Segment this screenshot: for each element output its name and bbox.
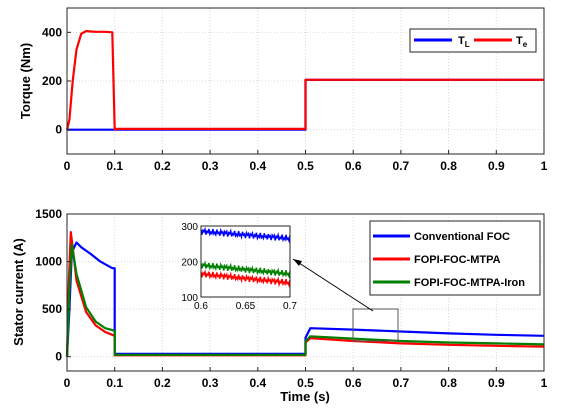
torque-legend-box [409,28,537,53]
ax2-ytick-label: 1000 [35,255,62,269]
inset-ticks: 0.6 0.65 0.7 100 200 300 [181,222,297,312]
inset-series [200,226,291,288]
inset-plot: 0.6 0.65 0.7 100 200 300 [181,222,297,312]
ax2-ytick-label: 500 [42,302,62,316]
ax2-xtick-label: 0.1 [106,376,123,390]
ax1-xtick-label: 0.2 [154,159,171,173]
ax1-xtick-label: 0.9 [488,159,505,173]
inset-xtick-label: 0.6 [194,301,208,312]
inset-ytick-label: 100 [181,293,198,304]
current-y-axis-label: Stator current (A) [11,238,26,346]
inset-xtick-label: 0.65 [236,301,256,312]
ax1-xtick-label: 0.6 [345,159,362,173]
ax2-xtick-label: 0.4 [249,376,266,390]
ax2-xtick-label: 0.3 [202,376,219,390]
inset-frame [200,225,291,298]
current-plot-ticks: 0 0.1 0.2 0.3 0.4 0.5 0.6 0.7 0.8 0.9 1 0 500 1000 150… [35,207,547,390]
inset-series-fopi-foc-mtpa-iron [200,260,291,279]
current-plot-series [65,231,545,357]
torque-y-axis-label: Torque (Nm) [18,43,33,119]
ax1-xtick-label: 0.4 [249,159,266,173]
ax1-xtick-label: 0.1 [106,159,123,173]
ax2-ytick-label: 1500 [35,207,62,221]
legend-TL-label: TL [458,35,470,49]
ax2-xtick-label: 1 [541,376,548,390]
ax2-xtick-label: 0.6 [345,376,362,390]
ax1-xtick-label: 0.8 [440,159,457,173]
zoom-region-box [352,308,399,342]
legend-Te-label: Te [516,35,528,49]
legend-iron-label: FOPI-FOC-MTPA-Iron [414,277,525,289]
torque-plot-series [65,30,544,131]
ax1-xtick-label: 0.7 [393,159,410,173]
torque-plot-ticks: 0 0.1 0.2 0.3 0.4 0.5 0.6 0.7 0.8 0.9 1 0 200 400 [42,25,548,173]
ax2-xtick-label: 0.8 [440,376,457,390]
ax2-xtick-label: 0 [64,376,71,390]
ax2-xtick-label: 0.9 [488,376,505,390]
series-fopi-foc-mtpa-iron [65,243,545,357]
torque-plot: 0 0.1 0.2 0.3 0.4 0.5 0.6 0.7 0.8 0.9 1 0 200 400 Tor… [18,7,548,173]
ax1-xtick-label: 0 [64,159,71,173]
ax1-ytick-label: 0 [55,123,62,137]
ax2-xtick-label: 0.7 [393,376,410,390]
zoom-arrow [292,258,374,312]
legend-conventional-label: Conventional FOC [414,231,510,243]
ax2-ytick-label: 0 [55,350,62,364]
ax1-ytick-label: 400 [42,25,62,39]
ax1-xtick-label: 0.3 [202,159,219,173]
ax1-xtick-label: 0.5 [297,159,314,173]
ax1-xtick-label: 1 [541,159,548,173]
inset-xtick-label: 0.7 [283,301,297,312]
x-axis-label: Time (s) [280,389,330,404]
current-plot: 0 0.1 0.2 0.3 0.4 0.5 0.6 0.7 0.8 0.9 1 0 500 1000 150… [11,207,548,404]
inset-series-fopi-foc-mtpa [200,269,291,288]
current-legend: Conventional FOC FOPI-FOC-MTPA FOPI-FOC-… [369,220,541,296]
legend-mtpa-label: FOPI-FOC-MTPA [414,254,501,266]
ax2-xtick-label: 0.5 [297,376,314,390]
zoom-arrow-head [293,259,302,266]
series-te [65,30,544,131]
inset-series-conventional-foc [200,226,291,244]
ax1-ytick-label: 200 [42,74,62,88]
inset-ytick-label: 300 [181,222,198,233]
inset-ytick-label: 200 [181,258,198,269]
ax2-xtick-label: 0.2 [154,376,171,390]
torque-legend: TL Te [409,28,537,53]
